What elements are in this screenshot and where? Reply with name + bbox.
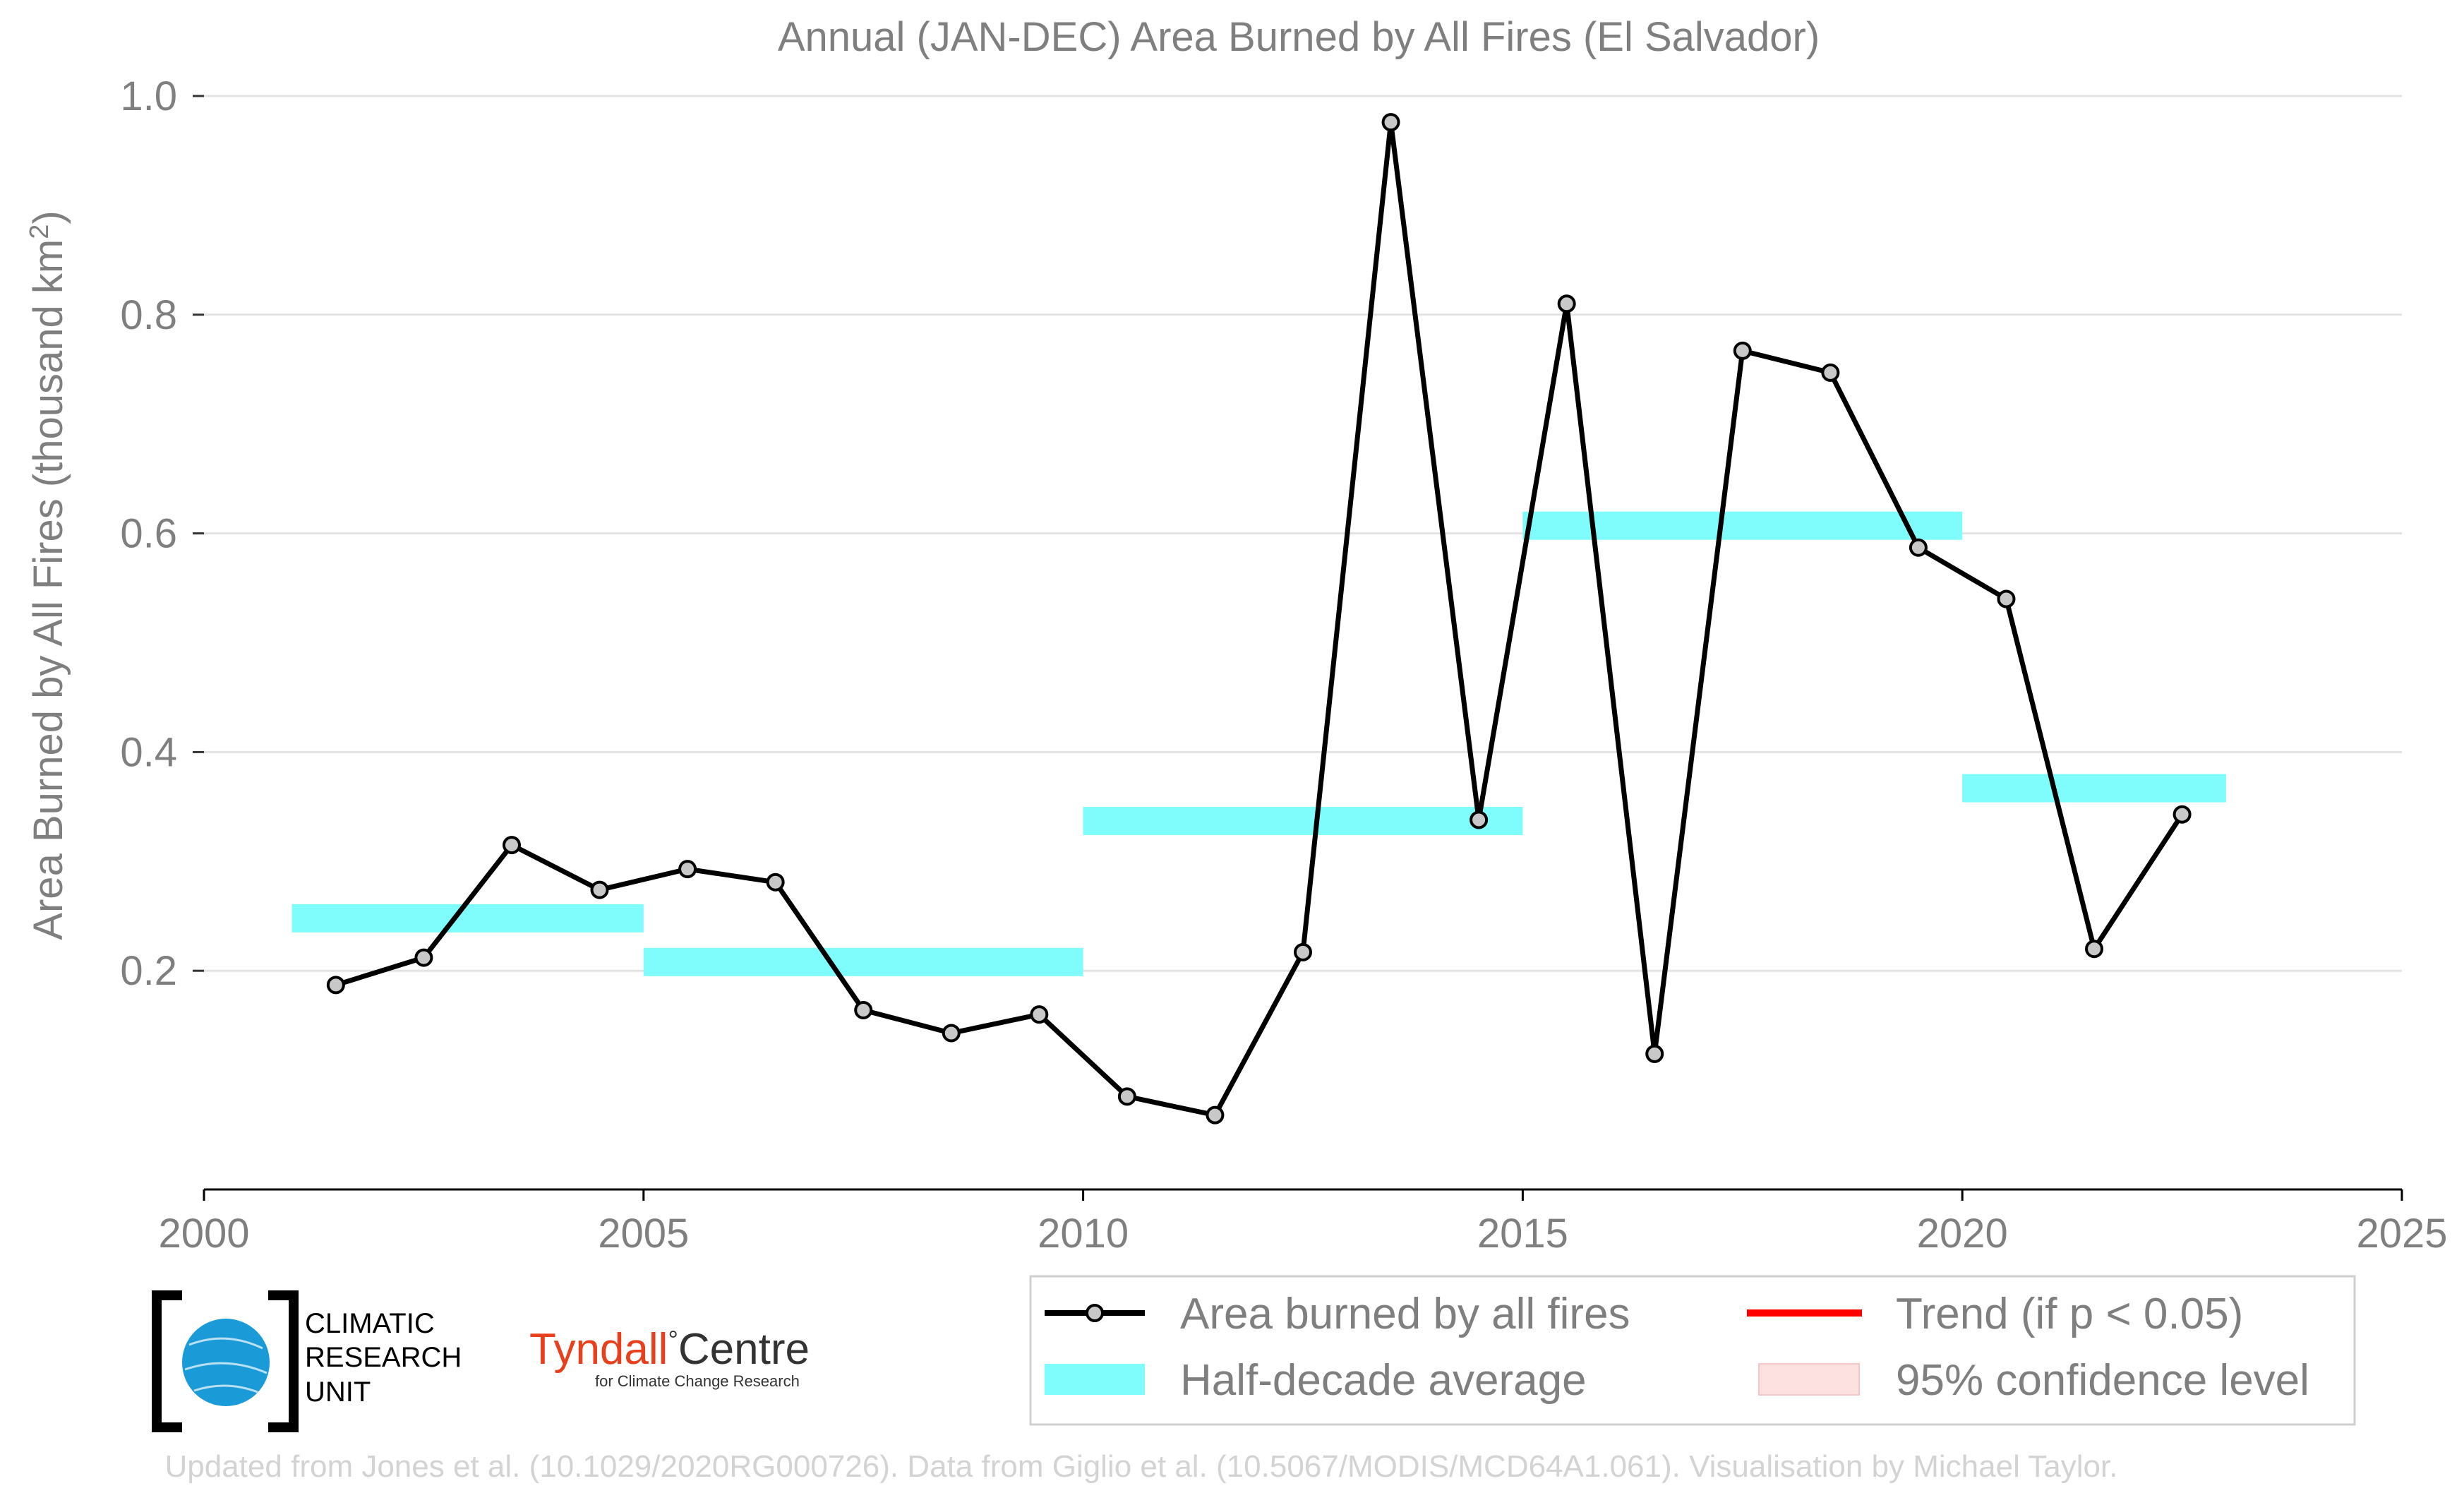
half-decade-band (1522, 511, 1963, 540)
legend: Area burned by all fires Trend (if p < 0… (1029, 1275, 2356, 1426)
data-point (1294, 942, 1312, 961)
x-tick-label: 2025 (2356, 1211, 2447, 1257)
data-point (2085, 940, 2104, 959)
cru-line1: CLIMATIC (305, 1308, 435, 1339)
x-tick-label: 2015 (1477, 1211, 1568, 1257)
legend-label-line: Area burned by all fires (1180, 1290, 1630, 1338)
data-point (1997, 589, 2016, 608)
y-ticks: 0.2 0.4 0.6 0.8 1.0 (120, 73, 204, 994)
y-axis-label-sup: 2 (25, 224, 54, 239)
legend-label-trend: Trend (if p < 0.05) (1896, 1290, 2243, 1338)
chart-title: Annual (JAN-DEC) Area Burned by All Fire… (778, 14, 1820, 60)
half-decade-band (1083, 806, 1523, 835)
data-point (766, 873, 785, 892)
y-tick-label: 1.0 (120, 73, 177, 119)
half-decade-band (643, 947, 1083, 976)
svg-text:Tyndall°Centre: Tyndall°Centre (529, 1325, 810, 1374)
legend-box (1029, 1275, 2356, 1426)
x-axis: 2000 2005 2010 2015 2020 2025 (158, 1188, 2448, 1257)
data-point (2172, 805, 2192, 824)
legend-label-ci: 95% confidence level (1896, 1356, 2309, 1405)
data-point (326, 976, 345, 995)
data-point (1030, 1005, 1049, 1024)
cru-bracket-right-icon (268, 1290, 299, 1432)
data-point (1909, 538, 1928, 557)
tyndall-name-dark: Centre (678, 1325, 810, 1374)
x-tick-label: 2020 (1917, 1211, 2008, 1257)
half-decade-bands (292, 511, 2226, 976)
half-decade-band (292, 904, 644, 933)
data-point (502, 836, 521, 855)
legend-label-band: Half-decade average (1180, 1356, 1587, 1405)
legend-item-trend: Trend (if p < 0.05) (1747, 1290, 2243, 1338)
legend-item-line: Area burned by all fires (1045, 1290, 1630, 1338)
x-tick-label: 2005 (598, 1211, 689, 1257)
data-point (1470, 810, 1489, 829)
x-tick-label: 2000 (158, 1211, 249, 1257)
legend-item-band: Half-decade average (1045, 1356, 1587, 1405)
cru-line2: RESEARCH (305, 1342, 462, 1373)
cru-bracket-icon (152, 1290, 182, 1432)
y-tick-label: 0.2 (120, 948, 177, 994)
data-point (854, 1000, 873, 1019)
legend-line-marker (1086, 1304, 1104, 1322)
cru-line3: UNIT (305, 1377, 371, 1408)
data-point (1117, 1087, 1136, 1106)
data-point (1733, 341, 1752, 360)
half-decade-band (1962, 774, 2226, 803)
y-tick-label: 0.8 (120, 292, 177, 338)
y-axis-label-text: Area Burned by All Fires (thousand km (25, 239, 71, 940)
series (326, 113, 2192, 1125)
data-point (1557, 294, 1576, 313)
legend-band-swatch (1045, 1364, 1145, 1395)
tyndall-subtitle: for Climate Change Research (595, 1372, 800, 1390)
tyndall-name-colored: Tyndall (529, 1325, 668, 1374)
grid-lines (204, 95, 2402, 972)
data-point (1821, 363, 1840, 382)
tyndall-logo: Tyndall°Centre for Climate Change Resear… (529, 1325, 810, 1390)
legend-ci-swatch (1758, 1363, 1860, 1396)
y-axis-label-close: ) (25, 210, 71, 224)
cru-logo: CLIMATIC RESEARCH UNIT (152, 1290, 462, 1432)
data-point (678, 860, 697, 879)
y-axis-label: Area Burned by All Fires (thousand km2) (25, 210, 71, 940)
data-point (1206, 1105, 1225, 1125)
data-point (1645, 1044, 1664, 1063)
x-tick-label: 2010 (1038, 1211, 1129, 1257)
y-tick-label: 0.4 (120, 729, 177, 775)
data-point (590, 880, 609, 899)
y-tick-label: 0.6 (120, 511, 177, 557)
data-point (414, 948, 433, 967)
footer-credits: Updated from Jones et al. (10.1029/2020R… (165, 1449, 2118, 1484)
legend-item-ci: 95% confidence level (1758, 1356, 2309, 1405)
data-point (942, 1024, 961, 1043)
data-point (1381, 113, 1400, 132)
series-line (335, 121, 2184, 1118)
tyndall-degree: ° (668, 1325, 678, 1354)
